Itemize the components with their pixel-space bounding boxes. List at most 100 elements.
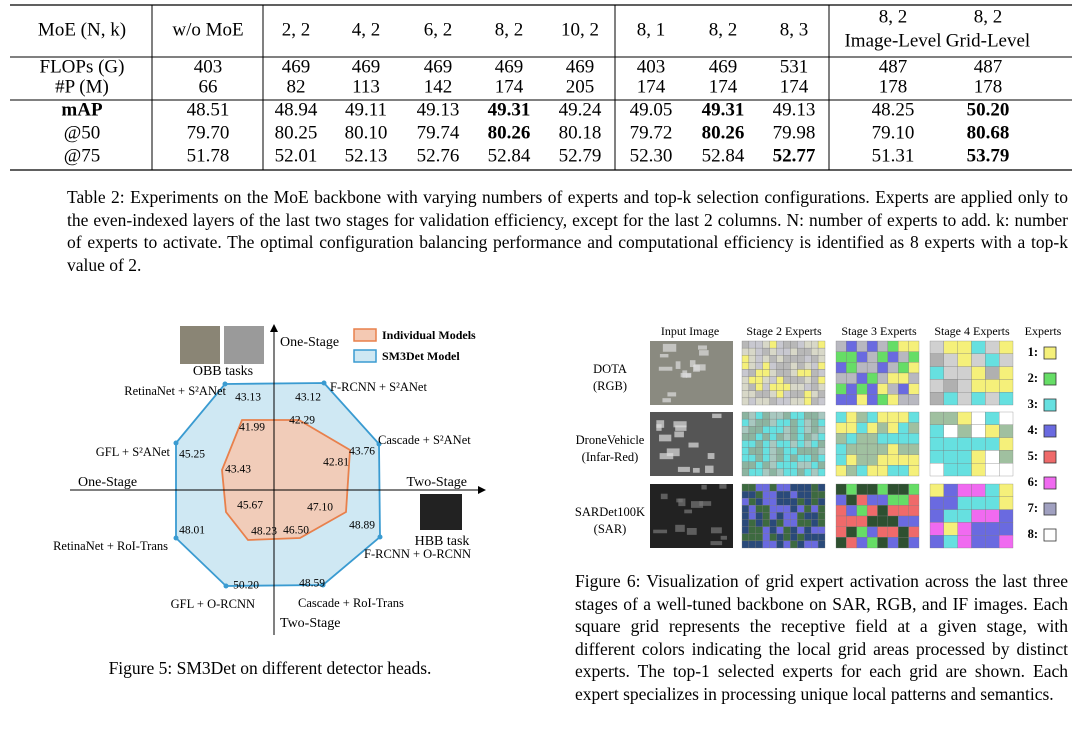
- grid-cell: [783, 362, 791, 370]
- grid-cell: [929, 424, 944, 438]
- grid-cell: [898, 454, 909, 466]
- grid-cell: [943, 522, 958, 536]
- grid-cell: [811, 426, 819, 434]
- image-texture: [710, 527, 722, 534]
- image-texture: [694, 364, 706, 371]
- image-texture: [699, 501, 712, 506]
- grid-cell: [835, 411, 847, 423]
- grid-cell: [908, 422, 920, 434]
- grid-cell: [846, 433, 857, 445]
- grid-cell: [817, 440, 826, 448]
- grid-cell: [943, 483, 958, 497]
- column-header: 10, 2: [561, 19, 599, 40]
- grid-cell: [866, 505, 878, 517]
- sm3det-value: 48.01: [179, 525, 205, 537]
- grid-cell: [817, 411, 826, 420]
- grid-cell: [769, 383, 777, 391]
- column-header: Input Image: [661, 324, 719, 338]
- grid-cell: [797, 397, 805, 406]
- grid-cell: [776, 411, 784, 420]
- grid-cell: [985, 353, 1000, 367]
- grid-cell: [908, 494, 920, 506]
- sm3det-value: 43.12: [295, 392, 321, 404]
- grid-cell: [769, 512, 777, 520]
- grid-cell: [866, 362, 878, 374]
- column-header: 8, 3: [780, 19, 809, 40]
- grid-cell: [846, 537, 857, 549]
- grid-cell: [769, 490, 777, 499]
- grid-cell: [776, 526, 784, 534]
- grid-cell: [748, 362, 756, 370]
- grid-cell: [790, 347, 798, 356]
- grid-cell: [804, 433, 812, 441]
- grid-cell: [776, 519, 784, 527]
- grid-cell: [929, 535, 944, 549]
- grid-cell: [748, 447, 756, 455]
- grid-cell: [755, 340, 763, 349]
- grid-cell: [908, 537, 920, 549]
- grid-cell: [957, 424, 972, 438]
- image-texture: [689, 360, 696, 368]
- grid-cell: [783, 411, 791, 420]
- grid-cell: [908, 383, 920, 395]
- grid-cell: [797, 418, 805, 427]
- table-cell: 80.26: [488, 122, 531, 143]
- grid-cell: [929, 411, 944, 425]
- grid-cell: [817, 347, 826, 356]
- grid-cell: [748, 347, 756, 356]
- table-cell: 79.70: [187, 122, 230, 143]
- grid-cell: [887, 537, 899, 549]
- grid-cell: [776, 390, 784, 399]
- grid-cell: [769, 454, 777, 462]
- grid-cell: [755, 526, 763, 534]
- grid-cell: [769, 418, 777, 427]
- grid-cell: [783, 340, 791, 349]
- grid-cell: [790, 369, 798, 377]
- grid-cell: [748, 533, 756, 542]
- grid-cell: [929, 509, 944, 523]
- grid-cell: [811, 454, 819, 462]
- grid-cell: [741, 540, 750, 549]
- grid-cell: [985, 437, 1000, 451]
- table-cell: 52.77: [773, 145, 816, 166]
- grid-cell: [856, 443, 868, 455]
- grid-cell: [748, 440, 756, 448]
- table-cell: 51.78: [187, 145, 230, 166]
- grid-cell: [908, 411, 920, 423]
- expert-map: [835, 411, 920, 477]
- table-cell: 49.05: [630, 99, 673, 120]
- vertex-dot: [222, 381, 228, 387]
- grid-cell: [817, 355, 826, 363]
- grid-cell: [866, 411, 878, 423]
- table-cell: 469: [566, 56, 595, 77]
- grid-cell: [804, 498, 812, 506]
- image-texture: [680, 372, 692, 378]
- grid-cell: [748, 454, 756, 462]
- table-cell: 49.11: [345, 99, 387, 120]
- grid-cell: [971, 535, 986, 549]
- table-cell: 49.31: [702, 99, 745, 120]
- grid-cell: [877, 454, 889, 466]
- grid-cell: [985, 483, 1000, 497]
- grid-cell: [755, 512, 763, 520]
- table-cell: 174: [495, 76, 524, 97]
- grid-cell: [957, 522, 972, 536]
- grid-cell: [748, 355, 756, 363]
- grid-cell: [790, 454, 798, 462]
- grid-cell: [762, 433, 770, 441]
- grid-cell: [797, 526, 805, 534]
- axis-label: Two-Stage: [407, 475, 467, 490]
- grid-cell: [846, 505, 857, 517]
- grid-cell: [776, 468, 784, 477]
- table-cell: 80.18: [559, 122, 602, 143]
- grid-cell: [790, 426, 798, 434]
- table-cell: 48.51: [187, 99, 230, 120]
- table-caption: Table 2: Experiments on the MoE backbone…: [67, 187, 1068, 275]
- grid-cell: [943, 353, 958, 367]
- image-texture: [662, 398, 671, 403]
- grid-cell: [999, 463, 1014, 477]
- grid-cell: [811, 468, 819, 477]
- grid-cell: [817, 505, 826, 513]
- table-cell: #P (M): [55, 76, 109, 97]
